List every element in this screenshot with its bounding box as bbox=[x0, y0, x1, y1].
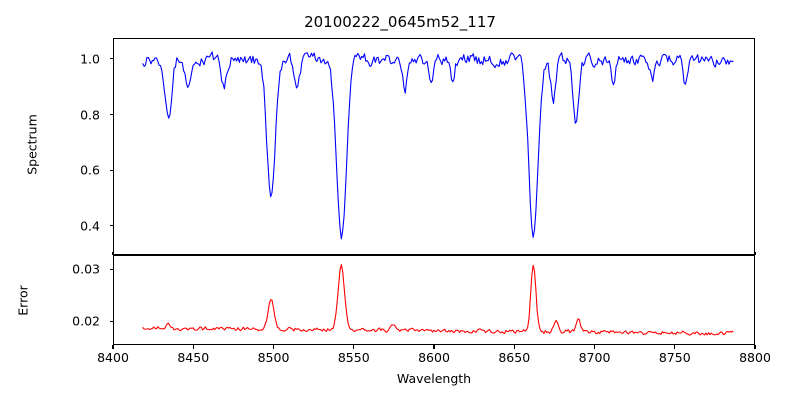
y-tick-mark bbox=[109, 320, 113, 323]
y-tick-label: 0.02 bbox=[72, 313, 100, 329]
x-tick-label: 8750 bbox=[658, 350, 691, 365]
spectrum-series-svg bbox=[142, 51, 734, 240]
x-tick-label: 8450 bbox=[177, 350, 210, 365]
x-tick-mark bbox=[353, 345, 355, 349]
figure-title: 20100222_0645m52_117 bbox=[304, 13, 496, 31]
x-tick-label: 8650 bbox=[498, 350, 531, 365]
x-tick-label: 8400 bbox=[97, 350, 129, 365]
y-tick-label: 0.8 bbox=[80, 107, 100, 122]
x-tick-mark bbox=[192, 345, 194, 349]
x-tick-label: 8550 bbox=[337, 350, 370, 365]
y-tick-label: 0.03 bbox=[72, 261, 100, 277]
y-tick-label: 0.6 bbox=[80, 162, 100, 178]
y-tick-mark bbox=[109, 114, 113, 116]
error-y-axis-label: Error bbox=[15, 285, 31, 316]
x-tick-mark bbox=[433, 345, 435, 349]
x-tick-mark bbox=[593, 345, 596, 349]
x-tick-label: 8500 bbox=[257, 350, 290, 365]
spectrum-plot-panel bbox=[113, 38, 755, 255]
error-plot-panel bbox=[113, 255, 755, 345]
spectrum-data-line bbox=[142, 51, 734, 240]
y-tick-label: 1.0 bbox=[80, 51, 100, 67]
x-axis-label: Wavelength bbox=[396, 371, 472, 386]
y-tick-mark bbox=[109, 169, 113, 171]
x-tick-mark bbox=[272, 345, 275, 349]
spectrum-y-axis-label: Spectrum bbox=[24, 114, 40, 175]
x-tick-label: 8700 bbox=[578, 350, 611, 365]
y-tick-mark bbox=[109, 225, 113, 227]
error-data-line bbox=[142, 264, 734, 336]
error-series-svg bbox=[142, 264, 734, 336]
x-tick-label: 8800 bbox=[739, 350, 771, 365]
x-tick-mark-upper bbox=[112, 251, 114, 255]
x-tick-label: 8600 bbox=[418, 350, 450, 365]
x-tick-mark bbox=[513, 345, 515, 349]
x-tick-mark bbox=[674, 345, 676, 349]
y-tick-label: 0.4 bbox=[80, 218, 100, 234]
x-tick-mark bbox=[112, 345, 114, 349]
y-tick-mark bbox=[109, 268, 113, 270]
x-tick-mark bbox=[754, 345, 756, 349]
y-tick-mark bbox=[109, 58, 113, 60]
